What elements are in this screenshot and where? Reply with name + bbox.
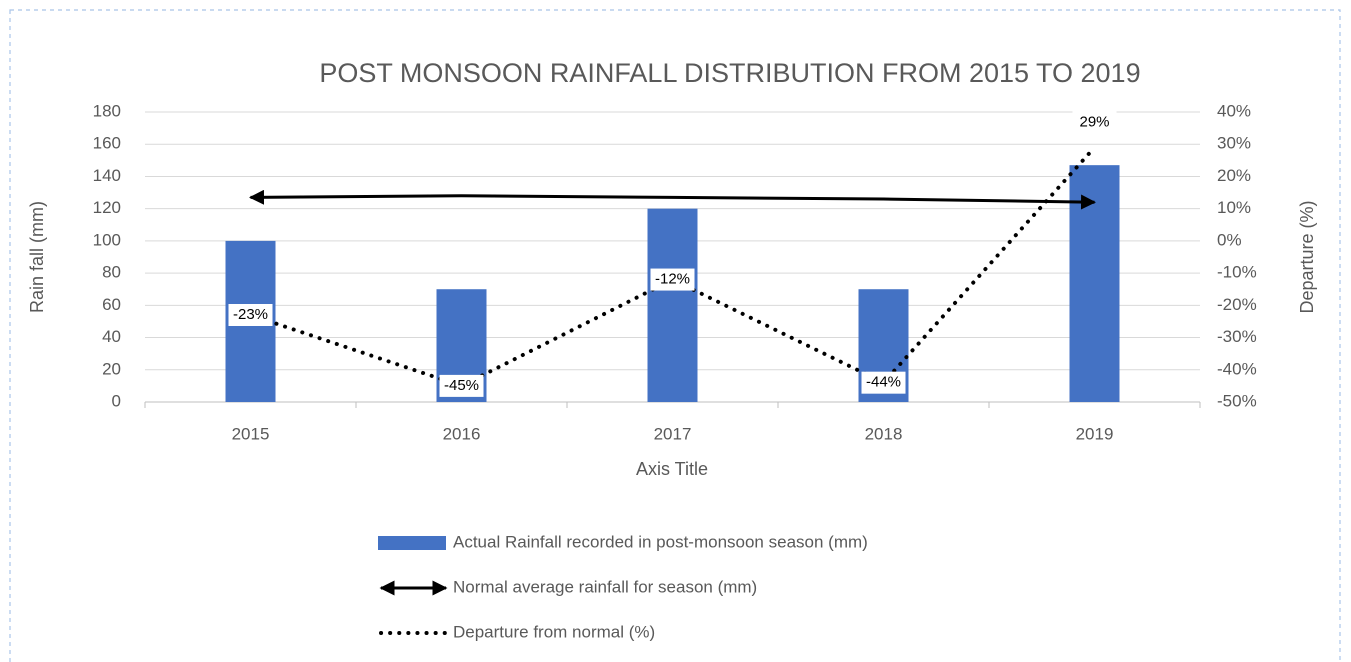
x-tick-label: 2016 bbox=[443, 424, 481, 443]
y2-tick-label: 40% bbox=[1217, 101, 1251, 120]
line bbox=[248, 145, 1097, 389]
y-tick-label: 100 bbox=[93, 230, 121, 249]
data-label: -23% bbox=[233, 306, 268, 323]
y-tick-label: 20 bbox=[102, 359, 121, 378]
y-tick-label: 0 bbox=[112, 391, 121, 410]
x-tick-label: 2015 bbox=[232, 424, 270, 443]
data-label: -45% bbox=[444, 377, 479, 394]
y-tick-label: 180 bbox=[93, 101, 121, 120]
data-label: 29% bbox=[1079, 113, 1109, 130]
y2-tick-label: -40% bbox=[1217, 359, 1257, 378]
data-label: -44% bbox=[866, 374, 901, 391]
x-axis-title: Axis Title bbox=[636, 459, 708, 479]
x-tick-label: 2019 bbox=[1076, 424, 1114, 443]
y-tick-label: 160 bbox=[93, 134, 121, 153]
chart-title: POST MONSOON RAINFALL DISTRIBUTION FROM … bbox=[319, 58, 1140, 88]
data-label-bg bbox=[439, 374, 484, 397]
y-tick-label: 140 bbox=[93, 166, 121, 185]
legend-swatch bbox=[378, 536, 446, 550]
y-tick-label: 40 bbox=[102, 327, 121, 346]
legend-label: Normal average rainfall for season (mm) bbox=[453, 577, 757, 596]
bar bbox=[647, 208, 698, 402]
y-tick-label: 120 bbox=[93, 198, 121, 217]
y2-tick-label: -30% bbox=[1217, 327, 1257, 346]
y2-tick-label: -50% bbox=[1217, 391, 1257, 410]
line bbox=[249, 189, 1096, 210]
data-label-bg bbox=[1072, 111, 1117, 134]
y2-tick-label: -10% bbox=[1217, 263, 1257, 282]
y2-tick-label: 10% bbox=[1217, 198, 1251, 217]
frame bbox=[9, 9, 1341, 662]
x-tick-label: 2017 bbox=[654, 424, 692, 443]
data-label-bg bbox=[861, 371, 906, 394]
data-label-bg bbox=[228, 304, 273, 326]
y-axis-title: Rain fall (mm) bbox=[27, 201, 47, 313]
y-tick-label: 60 bbox=[102, 295, 121, 314]
x-tick-label: 2018 bbox=[865, 424, 903, 443]
y2-axis-title: Departure (%) bbox=[1297, 200, 1317, 313]
y2-tick-label: -20% bbox=[1217, 295, 1257, 314]
y-tick-label: 80 bbox=[102, 263, 121, 282]
data-label: -12% bbox=[655, 271, 690, 288]
y2-tick-label: 20% bbox=[1217, 166, 1251, 185]
data-label-bg bbox=[650, 268, 695, 291]
legend-label: Departure from normal (%) bbox=[453, 622, 655, 641]
y2-tick-label: 30% bbox=[1217, 134, 1251, 153]
legend-label: Actual Rainfall recorded in post-monsoon… bbox=[453, 532, 868, 551]
y2-tick-label: 0% bbox=[1217, 230, 1242, 249]
